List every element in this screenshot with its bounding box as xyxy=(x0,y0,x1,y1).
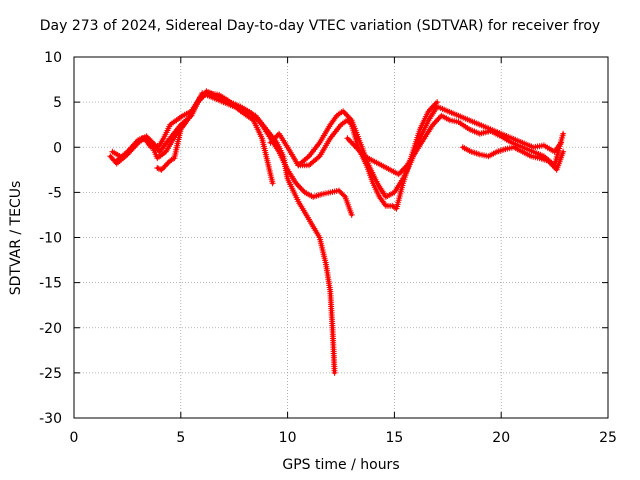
x-tick-label: 20 xyxy=(492,430,510,446)
series-trace-2 xyxy=(113,90,338,376)
y-tick-label: 10 xyxy=(44,50,62,66)
grid-lines xyxy=(74,57,608,418)
series-markers xyxy=(295,103,564,200)
x-axis-label: GPS time / hours xyxy=(282,457,400,473)
y-tick-label: 0 xyxy=(53,140,62,156)
y-tick-label: -10 xyxy=(39,231,62,247)
data-traces xyxy=(107,88,567,376)
y-tick-label: -15 xyxy=(39,276,62,292)
y-tick-label: -20 xyxy=(39,321,62,337)
series-trace-7 xyxy=(459,144,567,173)
series-trace-8 xyxy=(154,117,191,173)
series-trace-5 xyxy=(295,103,564,200)
x-tick-label: 5 xyxy=(176,430,185,446)
series-markers xyxy=(107,88,276,187)
y-axis-label: SDTVAR / TECUs xyxy=(8,180,24,296)
series-line xyxy=(108,89,275,185)
series-markers xyxy=(154,117,191,173)
series-markers xyxy=(109,90,355,218)
x-tick-label: 10 xyxy=(279,430,297,446)
x-tick-label: 15 xyxy=(385,430,403,446)
series-markers xyxy=(113,90,338,376)
chart-title: Day 273 of 2024, Sidereal Day-to-day VTE… xyxy=(39,18,601,34)
series-line xyxy=(115,91,337,375)
y-tick-label: -30 xyxy=(39,411,62,427)
y-tick-label: 5 xyxy=(53,95,62,111)
series-markers xyxy=(459,144,567,173)
series-trace-3 xyxy=(109,90,355,218)
x-tick-label: 25 xyxy=(599,430,617,446)
y-tick-label: -5 xyxy=(48,185,62,201)
axis-ticks: 0 5 10 15 20 25 10 5 0 -5 -10 -15 -20 -25 -30 xyxy=(39,50,617,446)
series-trace-1 xyxy=(107,88,276,187)
y-tick-label: -25 xyxy=(39,366,62,382)
x-tick-label: 0 xyxy=(70,430,79,446)
